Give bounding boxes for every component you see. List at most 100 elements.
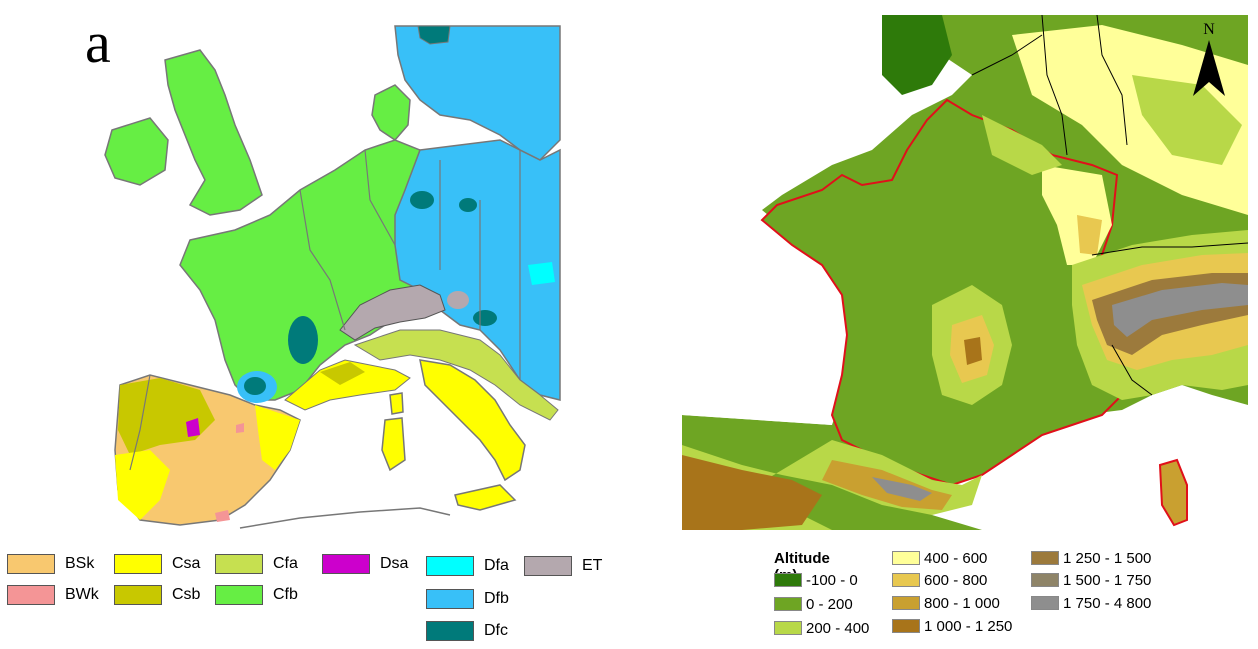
legend-item-dfb: Dfb <box>426 589 509 609</box>
legend-swatch <box>7 585 55 605</box>
legend-label: 600 - 800 <box>924 571 988 589</box>
legend-swatch <box>114 554 162 574</box>
sea-atlantic <box>682 15 882 425</box>
climate-map <box>104 25 561 529</box>
legend-label: Cfb <box>273 586 298 603</box>
legend-label: BWk <box>65 586 99 603</box>
legend-swatch <box>892 596 920 610</box>
region-dfc-norway <box>417 25 451 45</box>
legend-label: Csb <box>172 586 201 603</box>
region-csa-iberia-sw <box>115 450 170 520</box>
region-csa-italy <box>419 359 526 482</box>
north-label: N <box>1203 21 1215 38</box>
legend-label: 1 500 - 1 750 <box>1063 571 1152 589</box>
legend-item-bwk: BWk <box>7 585 99 605</box>
highland-east-hills <box>982 115 1062 175</box>
highland-vosges-core <box>1077 215 1102 255</box>
legend-item-bsk: BSk <box>7 554 94 574</box>
region-dfb-north <box>394 25 561 161</box>
corsica <box>1158 458 1188 527</box>
iberia-highland <box>682 455 822 530</box>
legend-swatch <box>426 621 474 641</box>
alps-peak <box>1112 283 1248 337</box>
legend-swatch <box>7 554 55 574</box>
legend-label: Dsa <box>380 555 409 572</box>
legend-swatch <box>774 621 802 635</box>
altitude-legend-item: 0 - 200 <box>774 595 853 613</box>
region-dfc-tatra <box>473 310 497 326</box>
region-dfa <box>528 262 555 285</box>
legend-swatch <box>426 556 474 576</box>
legend-swatch <box>892 573 920 587</box>
region-bwk-2 <box>236 423 244 433</box>
legend-label: 200 - 400 <box>806 619 870 637</box>
region-csa-sardinia <box>381 417 406 472</box>
legend-label: 400 - 600 <box>924 549 988 567</box>
region-cfa-po <box>353 329 559 421</box>
altitude-legend-item: 600 - 800 <box>892 571 988 589</box>
region-csb-provence <box>320 362 365 385</box>
legend-label: BSk <box>65 555 95 572</box>
legend-label: Csa <box>172 555 201 572</box>
legend-item-dfc: Dfc <box>426 621 508 641</box>
germany-hills-core <box>1132 75 1242 165</box>
legend-swatch <box>1031 551 1059 565</box>
region-dfb-east <box>394 139 561 401</box>
legend-label: 1 000 - 1 250 <box>924 617 1013 635</box>
altitude-legend-item: 1 000 - 1 250 <box>892 617 1013 635</box>
region-csa-provence <box>284 359 411 411</box>
legend-item-csa: Csa <box>114 554 200 574</box>
region-csa-iberia-e <box>255 405 300 470</box>
region-csa-corsica <box>389 392 404 415</box>
altitude-legend-item: 1 750 - 4 800 <box>1031 594 1152 612</box>
legend-item-et: ET <box>524 556 602 576</box>
country-borders-black <box>971 15 1248 396</box>
altitude-legend-item: 200 - 400 <box>774 619 870 637</box>
legend-label: -100 - 0 <box>806 571 858 589</box>
region-dfc-massif <box>288 316 318 364</box>
legend-label: Cfa <box>273 555 298 572</box>
legend-item-cfb: Cfb <box>215 585 298 605</box>
legend-swatch <box>1031 573 1059 587</box>
legend-swatch <box>215 585 263 605</box>
legend-swatch <box>774 573 802 587</box>
altitude-legend-item: 1 500 - 1 750 <box>1031 571 1152 589</box>
region-cfb-ireland <box>104 117 169 186</box>
legend-swatch <box>322 554 370 574</box>
legend-label: Dfb <box>484 590 509 607</box>
germany-hills <box>1012 25 1248 215</box>
legend-label: 0 - 200 <box>806 595 853 613</box>
altitude-legend-item: 400 - 600 <box>892 549 988 567</box>
north-arrow-icon: N <box>1193 21 1225 96</box>
region-dfc-harz <box>410 191 434 209</box>
legend-swatch <box>774 597 802 611</box>
country-borders <box>129 149 521 471</box>
legend-label: ET <box>582 557 603 574</box>
legend-swatch <box>892 619 920 633</box>
legend-item-csb: Csb <box>114 585 200 605</box>
legend-label: Dfc <box>484 622 508 639</box>
lowlands-north <box>882 15 952 95</box>
region-north-africa-coast <box>239 507 451 529</box>
region-dfc-erzgebirge <box>459 198 477 212</box>
legend-swatch <box>114 585 162 605</box>
altitude-legend-item: -100 - 0 <box>774 571 858 589</box>
altitude-legend-item: 800 - 1 000 <box>892 594 1000 612</box>
region-et-alps <box>339 284 446 341</box>
legend-label: 1 750 - 4 800 <box>1063 594 1152 612</box>
legend-swatch <box>426 589 474 609</box>
legend-swatch <box>1031 596 1059 610</box>
region-cfb-britain <box>164 49 263 216</box>
legend-item-dfa: Dfa <box>426 556 509 576</box>
altitude-legend-item: 1 250 - 1 500 <box>1031 549 1152 567</box>
legend-swatch <box>524 556 572 576</box>
region-bwk <box>215 510 230 522</box>
region-dsa <box>186 418 200 437</box>
legend-label: 1 250 - 1 500 <box>1063 549 1152 567</box>
legend-label: Dfa <box>484 557 509 574</box>
altitude-map <box>682 15 1248 530</box>
legend-swatch <box>215 554 263 574</box>
legend-label: 800 - 1 000 <box>924 594 1000 612</box>
region-cfb-denmark <box>371 84 411 141</box>
legend-item-cfa: Cfa <box>215 554 298 574</box>
